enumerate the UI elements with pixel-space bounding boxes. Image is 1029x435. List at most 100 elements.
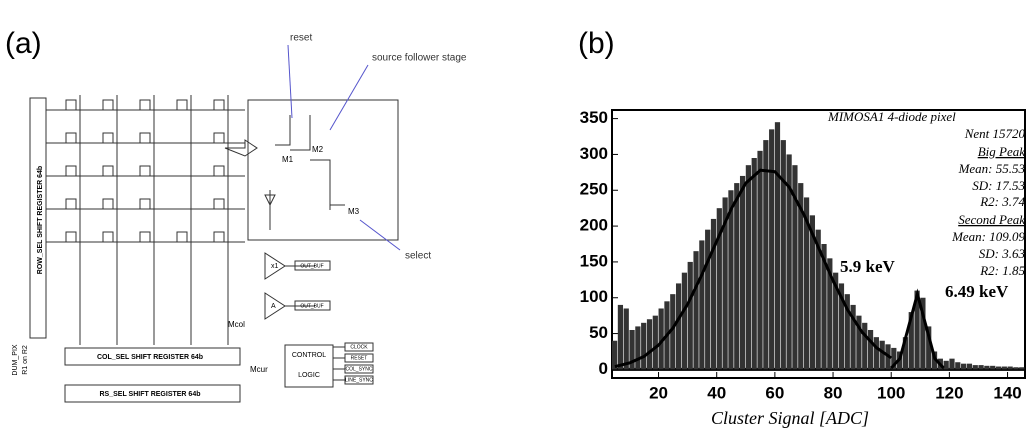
x-tick-label: 40 (707, 383, 726, 402)
pixel (65, 198, 77, 210)
bar (978, 365, 984, 370)
bar (902, 337, 909, 370)
pixel (65, 132, 77, 144)
bar (891, 347, 897, 370)
bar (995, 366, 1002, 370)
bar (705, 229, 711, 370)
pixel (102, 198, 114, 210)
label: M1 (282, 155, 294, 164)
bar (990, 365, 996, 370)
bar (792, 165, 798, 370)
pixel (102, 165, 114, 177)
bar (798, 183, 804, 370)
label: COL_SYNC (346, 366, 373, 372)
pixel (65, 165, 77, 177)
panel-a: (a) reset source follower stage select R… (5, 27, 467, 403)
bar (856, 315, 862, 370)
pixel (102, 231, 114, 243)
pixel (102, 132, 114, 144)
bar (652, 315, 658, 370)
pixel (176, 99, 188, 111)
bar (827, 258, 833, 370)
bar (1007, 366, 1013, 370)
pixel (139, 231, 151, 243)
annotation: Second Peak (958, 212, 1025, 227)
bar (617, 304, 624, 370)
bar (745, 165, 752, 370)
label: OUT_BUF (300, 303, 323, 309)
bar (722, 197, 728, 370)
annotation: 5.9 keV (840, 257, 896, 276)
label: M3 (348, 207, 360, 216)
bar (972, 365, 978, 370)
bar (809, 215, 815, 370)
panel-label: (b) (578, 27, 615, 60)
bar (873, 337, 879, 370)
bar (862, 322, 868, 370)
bar (803, 197, 810, 370)
annotation: Mean: 55.53 (958, 161, 1026, 176)
pixel (213, 231, 225, 243)
bar (821, 244, 827, 370)
annotation: SD: 3.63 (979, 246, 1026, 261)
bar (716, 208, 722, 370)
bar (1019, 367, 1025, 370)
pixel (139, 165, 151, 177)
bar (699, 240, 705, 370)
buffers (264, 252, 315, 320)
bar (914, 290, 920, 370)
output (294, 260, 331, 271)
label: RESET (351, 355, 368, 361)
annotation: Mean: 109.09 (951, 229, 1025, 244)
pixel-box (247, 99, 399, 241)
bar (641, 322, 647, 370)
bar (681, 272, 688, 370)
y-tick-label: 250 (580, 180, 608, 199)
label: CLOCK (350, 344, 368, 350)
y-tick-label: 200 (580, 216, 608, 235)
label: R1 on R2 (22, 345, 29, 375)
bar (966, 363, 973, 370)
annotation: Big Peak (978, 144, 1026, 159)
label: OUT_BUF (300, 263, 323, 269)
bar (786, 154, 792, 370)
pixel (176, 231, 188, 243)
pixel (213, 132, 225, 144)
label: LINE_SYNC (345, 377, 373, 383)
bar (763, 140, 769, 370)
y-tick-label: 150 (580, 251, 608, 270)
bar (728, 190, 734, 370)
label: x1 (271, 263, 279, 270)
bar (635, 326, 641, 370)
bar (693, 251, 699, 370)
label: Mcur (250, 365, 268, 374)
rs-register (64, 384, 241, 403)
bar (949, 358, 955, 370)
bar (612, 340, 618, 370)
label: M2 (312, 145, 324, 154)
bar (710, 218, 717, 370)
x-tick-label: 60 (765, 383, 784, 402)
label: A (271, 303, 276, 310)
annotation: SD: 17.53 (972, 178, 1025, 193)
x-tick-label: 80 (824, 383, 843, 402)
bar (629, 329, 635, 370)
label: DUM_PIX (12, 344, 19, 375)
circuit (224, 115, 345, 230)
bar (833, 272, 839, 370)
pixel (213, 165, 225, 177)
bar (850, 304, 856, 370)
pixel (65, 231, 77, 243)
annotation: R2: 1.85 (979, 263, 1025, 278)
x-tick-label: 120 (935, 383, 963, 402)
x-axis-label: Cluster Signal [ADC] (711, 408, 869, 428)
bar (961, 363, 967, 370)
pixel (65, 99, 77, 111)
label: CONTROL (292, 352, 326, 359)
panel-b: (b) 0 50 100 150 200 250 300 350 20 40 60 80 100 120 14… (578, 27, 1026, 428)
label: reset (290, 33, 312, 44)
bar (1013, 367, 1019, 370)
x-tick-label: 140 (993, 383, 1021, 402)
annotation: Nent 15720 (964, 126, 1026, 141)
